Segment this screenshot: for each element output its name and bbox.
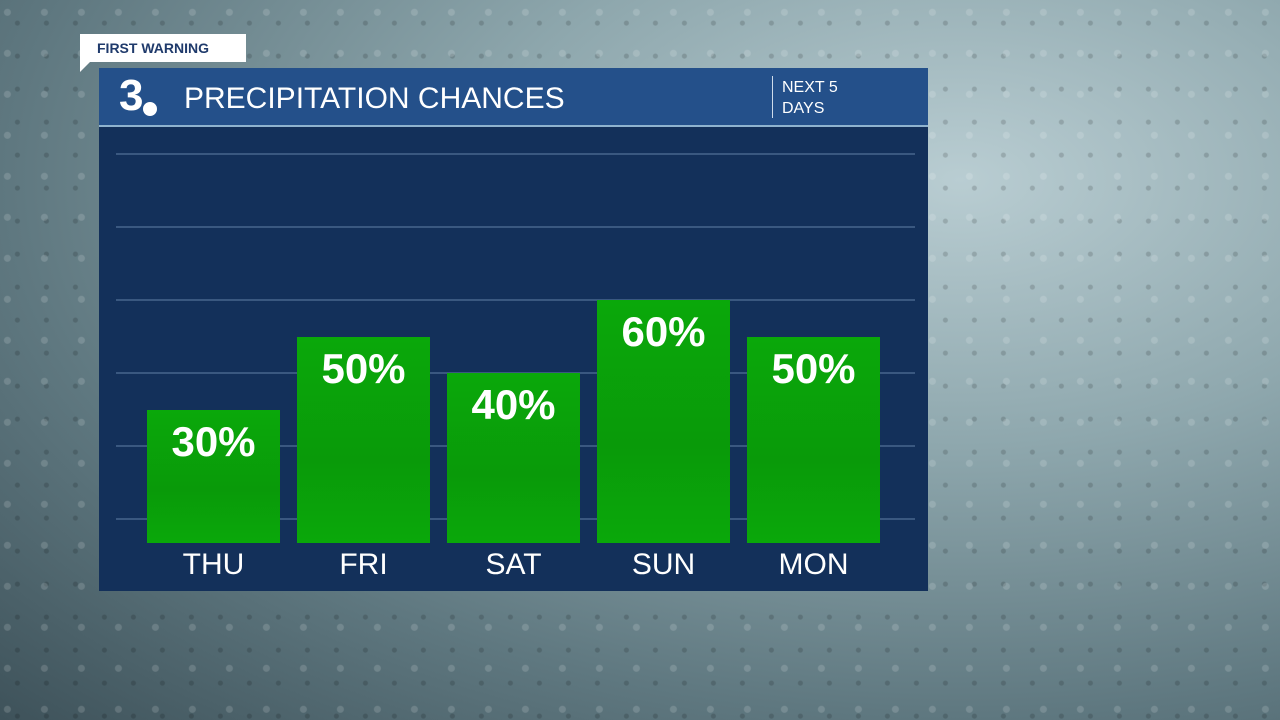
data-label: 50% [771,344,856,392]
chart-panel: 3 PRECIPITATION CHANCES NEXT 5 DAYS 30% T… [99,68,928,591]
station-logo: 3 [119,71,159,120]
header-divider [772,76,773,118]
bar-sun [597,300,730,543]
x-tick-label: FRI [339,548,388,581]
bar-sat [447,373,580,543]
x-tick-label: MON [778,548,849,581]
bar-thu [147,409,280,543]
chart-header: 3 PRECIPITATION CHANCES NEXT 5 DAYS [99,68,928,127]
chart-title: PRECIPITATION CHANCES [184,82,565,115]
bar-fri [297,336,430,543]
first-warning-badge: FIRST WARNING [80,34,246,72]
gridline [116,226,915,228]
gridline [116,153,915,155]
bar-mon [747,336,880,543]
cbs-eye-icon [141,100,159,118]
x-tick-label: SUN [631,548,696,581]
data-label: 30% [171,417,256,465]
logo-number: 3 [119,71,144,120]
x-tick-label: SAT [485,548,542,581]
data-label: 60% [621,308,706,355]
data-label: 50% [321,344,406,392]
badge-text: FIRST WARNING [97,40,209,56]
x-tick-label: THU [182,548,245,581]
gridline [116,299,915,301]
data-label: 40% [471,381,556,428]
chart-subtitle: NEXT 5 DAYS [782,79,838,117]
